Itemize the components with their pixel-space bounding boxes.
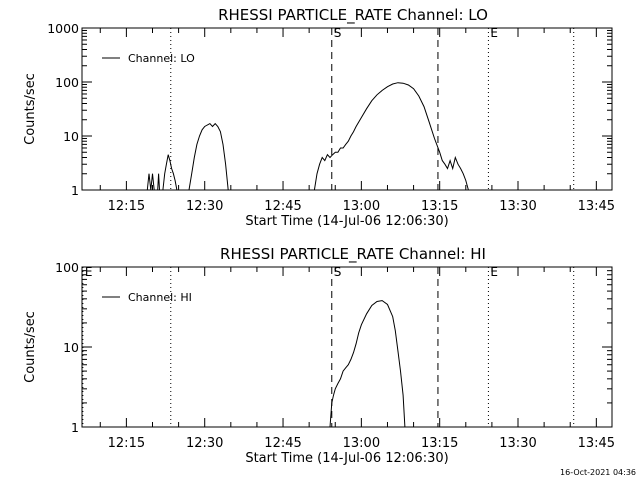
series-line-segment (162, 154, 178, 191)
y-tick-label: 1 (71, 420, 79, 435)
legend-entry: Channel: HI (128, 291, 192, 304)
x-tick-label: 12:15 (108, 436, 145, 451)
marker-label: E (490, 265, 498, 279)
y-tick-label: 1000 (47, 21, 79, 36)
y-tick-label: 100 (55, 75, 79, 90)
x-tick-label: 12:15 (108, 199, 145, 214)
y-axis-label: Counts/sec (23, 311, 38, 383)
marker-label: E (85, 265, 93, 279)
x-axis-label: Start Time (14-Jul-06 12:06:30) (245, 214, 448, 229)
chart-hi-channel: RHESSI PARTICLE_RATE Channel: HI 12:15 12:… (23, 245, 615, 466)
plot-frame (81, 27, 613, 191)
x-tick-label: 13:00 (343, 436, 380, 451)
x-tick-label: 13:30 (499, 436, 536, 451)
y-tick-label: 1 (71, 183, 79, 198)
x-tick-label: 12:30 (186, 436, 223, 451)
chart-title: RHESSI PARTICLE_RATE Channel: LO (218, 6, 488, 25)
series-line-segment (188, 122, 229, 191)
x-tick-label: 13:45 (578, 436, 615, 451)
y-axis-label: Counts/sec (23, 73, 38, 145)
marker-label: E (490, 26, 498, 40)
generation-timestamp: 16-Oct-2021 04:36 (560, 468, 636, 477)
x-axis-label: Start Time (14-Jul-06 12:06:30) (245, 451, 448, 466)
marker-label: S (334, 26, 342, 40)
series-line-segment (157, 173, 160, 191)
x-tick-label: 12:45 (264, 199, 301, 214)
y-tick-label: 100 (55, 260, 79, 275)
x-tick-label: 13:45 (578, 199, 615, 214)
chart-title: RHESSI PARTICLE_RATE Channel: HI (220, 245, 486, 264)
series-line-segment (146, 173, 155, 191)
marker-label: S (334, 265, 342, 279)
y-tick-label: 10 (63, 340, 79, 355)
y-tick-label: 10 (63, 129, 79, 144)
x-tick-label: 13:15 (421, 199, 458, 214)
chart-lo-channel: RHESSI PARTICLE_RATE Channel: LO 12:15 12:… (23, 6, 615, 229)
series-line-segment (313, 82, 469, 191)
x-tick-label: 13:15 (421, 436, 458, 451)
x-tick-label: 12:45 (264, 436, 301, 451)
x-tick-label: 13:30 (499, 199, 536, 214)
x-tick-label: 13:00 (343, 199, 380, 214)
legend-entry: Channel: LO (128, 52, 195, 65)
x-tick-label: 12:30 (186, 199, 223, 214)
series-line-segment (329, 300, 406, 428)
